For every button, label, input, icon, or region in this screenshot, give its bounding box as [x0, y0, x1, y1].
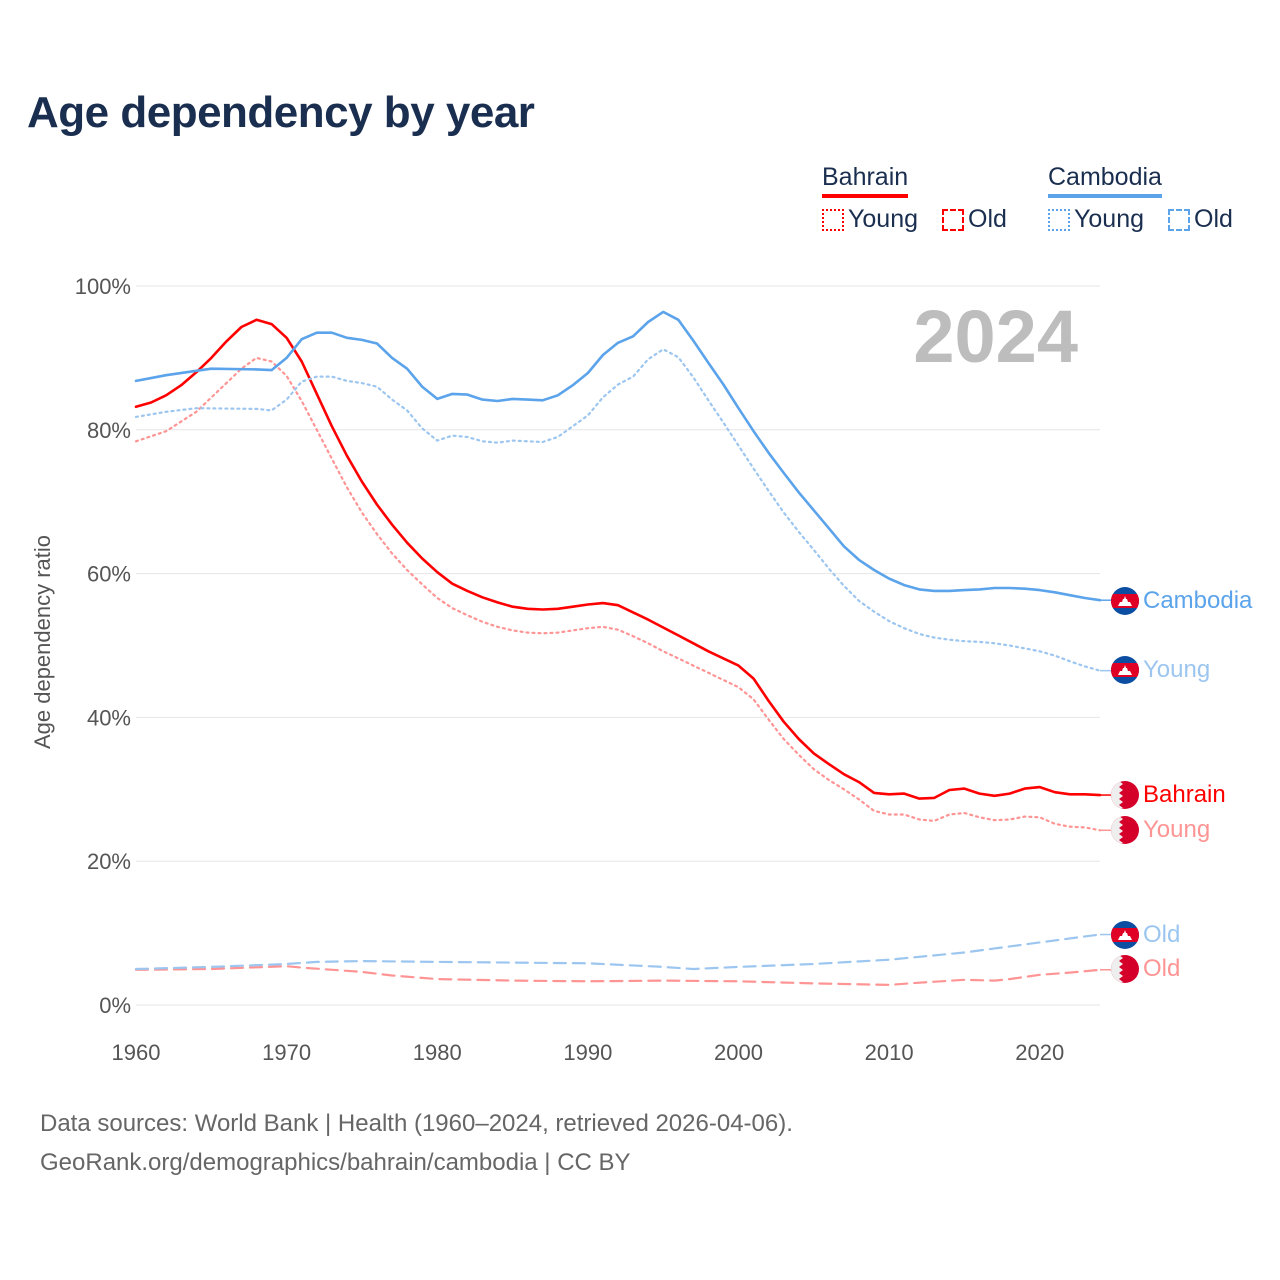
- x-tick-label: 2010: [865, 1040, 914, 1065]
- bahrain-flag-icon: [1111, 781, 1139, 809]
- y-tick-label: 100%: [75, 274, 131, 299]
- legend-underline: [822, 194, 909, 198]
- end-label-bahrain-total: Bahrain: [1111, 781, 1226, 809]
- x-tick-label: 2000: [714, 1040, 763, 1065]
- y-tick-label: 60%: [87, 562, 131, 587]
- x-tick-label: 2020: [1015, 1040, 1064, 1065]
- x-tick-label: 1970: [262, 1040, 311, 1065]
- legend-item-bahrain-old[interactable]: Old: [942, 205, 1007, 234]
- series-line-bahrain-old: [134, 965, 1102, 986]
- series-line-cambodia-total: [134, 310, 1102, 602]
- cambodia-flag-icon: [1111, 656, 1139, 684]
- x-axis: 1960 1970 1980 1990 2000 2010 2020: [112, 1040, 1065, 1065]
- legend-item-cambodia-old[interactable]: Old: [1168, 205, 1233, 234]
- end-label-bahrain-old: Old: [1111, 955, 1180, 983]
- legend-label: Young: [1074, 205, 1144, 233]
- source-line: Data sources: World Bank | Health (1960–…: [40, 1110, 793, 1137]
- end-label-text: Young: [1143, 816, 1210, 843]
- end-label-text: Old: [1143, 921, 1180, 948]
- end-label-text: Old: [1143, 955, 1180, 982]
- end-label-bahrain-young: Young: [1111, 816, 1210, 844]
- x-tick-label: 1980: [413, 1040, 462, 1065]
- y-tick-label: 20%: [87, 849, 131, 874]
- end-label-text: Cambodia: [1143, 587, 1253, 614]
- dashed-swatch-icon: [1168, 208, 1190, 231]
- year-watermark: 2024: [913, 295, 1078, 378]
- dotted-swatch-icon: [1048, 208, 1070, 231]
- legend-country-label: Cambodia: [1048, 163, 1162, 191]
- end-label-text: Bahrain: [1143, 781, 1226, 808]
- series-line-bahrain-young: [134, 356, 1102, 832]
- series-lines: [134, 310, 1112, 986]
- legend-country-bahrain[interactable]: Bahrain: [822, 163, 909, 198]
- end-label-cambodia-old: Old: [1111, 921, 1180, 949]
- legend-label: Old: [1194, 205, 1233, 233]
- legend-underline: [1048, 194, 1162, 198]
- y-axis-label: Age dependency ratio: [30, 535, 55, 749]
- bahrain-flag-icon: [1111, 955, 1139, 983]
- x-tick-label: 1990: [563, 1040, 612, 1065]
- end-label-cambodia-young: Young: [1111, 656, 1210, 684]
- legend-country-cambodia[interactable]: Cambodia: [1048, 163, 1162, 198]
- source-link[interactable]: GeoRank.org/demographics/bahrain/cambodi…: [40, 1149, 631, 1176]
- y-tick-label: 40%: [87, 705, 131, 730]
- legend-label: Young: [848, 205, 918, 233]
- dashed-swatch-icon: [942, 208, 964, 231]
- y-axis: 0% 20% 40% 60% 80% 100%: [75, 274, 131, 1018]
- grid: [136, 285, 1100, 1006]
- x-tick-label: 1960: [112, 1040, 161, 1065]
- end-label-text: Young: [1143, 656, 1210, 683]
- series-line-bahrain-total: [134, 318, 1102, 800]
- y-tick-label: 80%: [87, 418, 131, 443]
- cambodia-flag-icon: [1111, 587, 1139, 615]
- end-label-cambodia-total: Cambodia: [1111, 587, 1253, 615]
- bahrain-flag-icon: [1111, 816, 1139, 844]
- series-line-cambodia-old: [134, 933, 1102, 971]
- dotted-swatch-icon: [822, 208, 844, 231]
- legend-item-cambodia-young[interactable]: Young: [1048, 205, 1144, 234]
- series-line-cambodia-young: [134, 348, 1102, 672]
- legend-item-bahrain-young[interactable]: Young: [822, 205, 918, 234]
- legend-label: Old: [968, 205, 1007, 233]
- cambodia-flag-icon: [1111, 921, 1139, 949]
- chart-title: Age dependency by year: [27, 88, 535, 137]
- line-chart: 2024 0% 20% 40% 60% 80% 100% 1960 1970 1980 1990…: [30, 274, 1253, 1065]
- y-tick-label: 0%: [99, 993, 131, 1018]
- legend-country-label: Bahrain: [822, 163, 909, 191]
